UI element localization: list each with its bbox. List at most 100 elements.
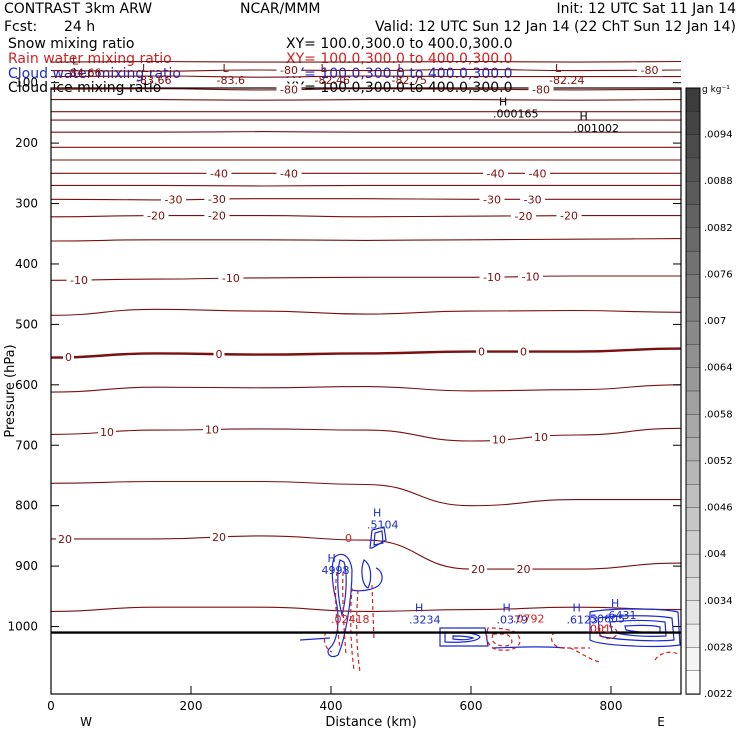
colorbar-segment [685, 227, 701, 252]
contour-label-bg [637, 64, 662, 77]
contour-label-bg [556, 209, 582, 222]
y-tick-label: 800 [15, 499, 38, 513]
temperature-contour-line [51, 184, 681, 187]
temperature-contour-line [50, 68, 682, 72]
colorbar-segment [685, 297, 701, 322]
extremum-marker: L [223, 62, 230, 75]
colorbar-segment [685, 437, 701, 462]
contour-label: -20 [208, 210, 226, 223]
contour-label-bg [161, 193, 186, 206]
contour-label-bg [518, 270, 543, 283]
contour-label: -30 [524, 193, 542, 206]
x-axis-label: Distance (km) [325, 715, 416, 730]
y-tick-label: 300 [15, 197, 38, 211]
contour-label: -80 [641, 64, 659, 77]
contour-label: -10 [70, 274, 88, 287]
legend-rain-name: Rain water mixing ratio [8, 51, 172, 67]
contour-label-bg [520, 193, 546, 206]
colorbar: .0094 .0088 .0082 .0076 .007 .0064 .0058 .0052.… [685, 85, 733, 700]
init-time: Init: 12 UTC Sat 11 Jan 14 [556, 1, 736, 17]
x-tick-label: 800 [600, 699, 623, 713]
extremum-value: .5104 [367, 519, 399, 532]
y-tick-label: 700 [15, 438, 38, 452]
hydrometeor-contours [299, 526, 681, 673]
contour-label-bg [511, 209, 536, 222]
extremum-value: .02418 [331, 613, 370, 626]
extremum-value: -84.66 [66, 67, 101, 80]
fcst-label: Fcst: [4, 19, 38, 35]
contour-label-bg [213, 348, 225, 361]
colorbar-segment [685, 157, 701, 182]
temperature-contour-line [50, 60, 682, 63]
colorbar-label: .0058 [704, 409, 733, 420]
colorbar-segment [685, 111, 701, 136]
contour-label: -80 [280, 64, 298, 77]
colorbar-frame [685, 87, 701, 695]
extremum-marker: H [328, 552, 336, 565]
contour-label-bg [479, 271, 505, 284]
colorbar-segment [685, 367, 701, 392]
extremum-marker: H [499, 96, 507, 109]
contour-label: -80 [532, 84, 550, 97]
contour-label: 20 [471, 563, 485, 576]
extremum-marker: L [555, 62, 562, 75]
contour-label-bg [483, 167, 508, 180]
y-tick-label: 400 [15, 257, 38, 271]
colorbar-segment [685, 181, 701, 206]
temperature-contour-line [50, 75, 681, 78]
y-tick-label: 600 [15, 378, 38, 392]
y-tick-label: 1000 [7, 620, 38, 634]
colorbar-segment [685, 553, 701, 579]
temperature-contour-line [51, 535, 682, 570]
y-tick-label: 900 [15, 559, 38, 573]
temperature-contour-line [50, 88, 682, 91]
contour-label-bg [204, 193, 230, 206]
extremum-value: -83.6 [217, 74, 245, 87]
colorbar-segment [685, 484, 701, 509]
extremum-value: 4998 [322, 564, 350, 577]
colorbar-label: .0076 [704, 269, 733, 280]
contour-label-bg [528, 83, 554, 96]
temperature-contours [50, 60, 682, 612]
contour-label-bg [203, 423, 221, 436]
extremum-value: .3234 [409, 613, 441, 626]
colorbar-label: .0064 [704, 363, 733, 374]
colorbar-label: .0052 [704, 456, 733, 467]
contour-label: -40 [487, 167, 505, 180]
fcst-value: 24 h [64, 19, 96, 35]
x-tick-label: 200 [180, 699, 203, 713]
extremum-value: 0 [345, 532, 352, 545]
contour-label: 10 [534, 431, 548, 444]
colorbar-segment [685, 250, 701, 276]
contour-label: -10 [222, 272, 240, 285]
extremum-marker: L [142, 62, 149, 75]
east-label: E [657, 715, 665, 729]
valid-time: Valid: 12 UTC Sun 12 Jan 14 (22 ChT Sun … [374, 19, 736, 35]
extremum-marker: H [415, 601, 423, 614]
colorbar-label: .0028 [704, 642, 733, 653]
contour-label-bg [143, 209, 169, 222]
contour-label-bg [514, 563, 533, 576]
colorbar-segment [685, 390, 701, 416]
extremum-value: -83.66 [136, 74, 171, 87]
extremum-marker: H [611, 597, 619, 610]
contour-label: 20 [58, 533, 72, 546]
contour-label-bg [276, 83, 302, 96]
contour-labels: -80 -80-80 -80-40 -40 -40 -40-30 -30 -30 -30-20-… [56, 64, 662, 576]
contour-label: 10 [100, 426, 114, 439]
contour-label-bg [476, 345, 487, 358]
legend-snow-xy: XY= 100.0,300.0 to 400.0,300.0 [286, 36, 513, 52]
contour-label: 10 [205, 423, 219, 436]
extremum-marker: L [398, 62, 405, 75]
org-label: NCAR/MMM [240, 1, 321, 17]
contour-label-bg [469, 563, 487, 576]
y-axis-label: Pressure (hPa) [3, 344, 18, 437]
contour-label: -20 [147, 210, 165, 223]
extremum-value: 50605 [590, 612, 625, 625]
extremum-value: .001002 [574, 122, 620, 135]
extremum-value: .001 [587, 623, 612, 636]
temperature-contour-line [50, 606, 682, 612]
extremum-marker: L [321, 62, 328, 75]
x-tick-label: 0 [47, 699, 55, 713]
